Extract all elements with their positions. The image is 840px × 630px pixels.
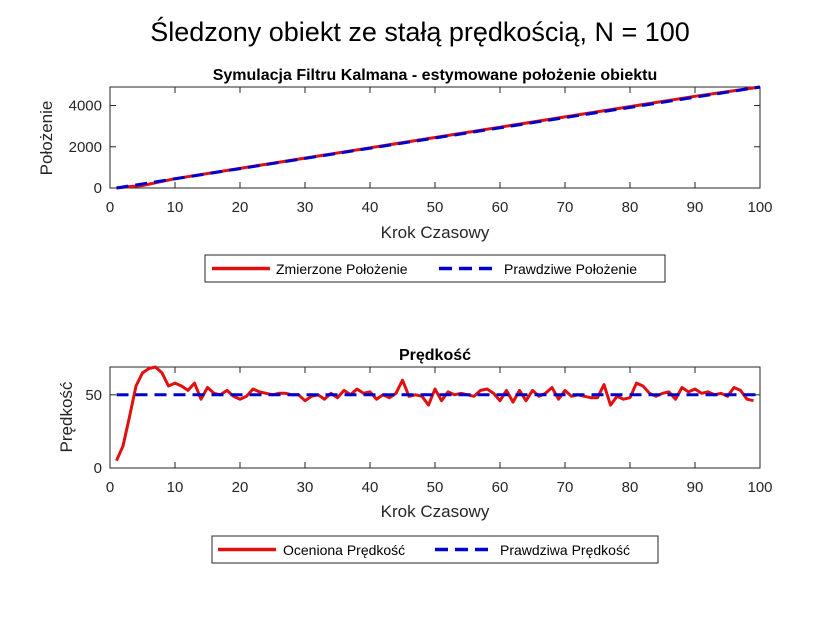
y-tick-label: 50 <box>85 387 102 404</box>
position-chart: Symulacja Filtru Kalmana - estymowane po… <box>37 67 773 283</box>
x-tick-label: 20 <box>232 199 249 216</box>
velocity-series <box>115 365 760 462</box>
y-tick-label: 4000 <box>69 98 102 115</box>
position-legend: Zmierzone Położenie Prawdziwe Położenie <box>204 254 666 283</box>
velocity-chart: Prędkość 0 10 20 30 40 50 60 70 80 90 100 0 50 Krok… <box>57 347 773 564</box>
position-chart-title: Symulacja Filtru Kalmana - estymowane po… <box>213 67 658 84</box>
legend-label-true-velocity: Prawdziwa Prędkość <box>500 542 630 558</box>
velocity-plot-area <box>109 366 761 469</box>
position-legend-box <box>204 254 666 283</box>
legend-label-estimated-velocity: Oceniona Prędkość <box>283 542 405 558</box>
x-tick-label: 80 <box>622 199 639 216</box>
x-tick-label: 50 <box>427 199 444 216</box>
velocity-x-axis-label: Krok Czasowy <box>381 502 490 521</box>
figure-title: Śledzony obiekt ze stałą prędkością, N =… <box>150 15 690 47</box>
x-tick-label: 40 <box>362 479 379 496</box>
x-tick-label: 30 <box>297 199 314 216</box>
x-tick-label: 40 <box>362 199 379 216</box>
position-y-axis-label: Położenie <box>37 101 56 176</box>
x-tick-label: 70 <box>557 479 574 496</box>
x-tick-label: 80 <box>622 479 639 496</box>
x-tick-label: 90 <box>687 199 704 216</box>
x-tick-label: 10 <box>167 479 184 496</box>
position-x-ticks: 0 10 20 30 40 50 60 70 80 90 100 <box>106 87 773 216</box>
y-tick-label: 2000 <box>69 139 102 156</box>
position-y-ticks: 0 2000 4000 <box>69 98 760 197</box>
velocity-x-ticks: 0 10 20 30 40 50 60 70 80 90 100 <box>106 367 773 496</box>
x-tick-label: 90 <box>687 479 704 496</box>
velocity-legend: Oceniona Prędkość Prawdziwa Prędkość <box>211 535 659 564</box>
velocity-y-axis-label: Prędkość <box>57 381 76 452</box>
legend-label-measured-position: Zmierzone Położenie <box>276 261 408 277</box>
x-tick-label: 0 <box>106 199 114 216</box>
position-x-axis-label: Krok Czasowy <box>381 223 490 242</box>
legend-label-true-position: Prawdziwe Położenie <box>504 261 637 277</box>
y-tick-label: 0 <box>94 180 102 197</box>
series-line-true <box>116 85 761 190</box>
x-tick-label: 50 <box>427 479 444 496</box>
x-tick-label: 100 <box>747 199 772 216</box>
x-tick-label: 30 <box>297 479 314 496</box>
x-tick-label: 0 <box>106 479 114 496</box>
velocity-y-ticks: 0 50 <box>85 387 760 477</box>
y-tick-label: 0 <box>94 460 102 477</box>
velocity-chart-title: Prędkość <box>399 347 471 364</box>
x-tick-label: 10 <box>167 199 184 216</box>
x-tick-label: 60 <box>492 199 509 216</box>
x-tick-label: 60 <box>492 479 509 496</box>
x-tick-label: 70 <box>557 199 574 216</box>
x-tick-label: 20 <box>232 479 249 496</box>
position-series <box>116 85 761 190</box>
x-tick-label: 100 <box>747 479 772 496</box>
